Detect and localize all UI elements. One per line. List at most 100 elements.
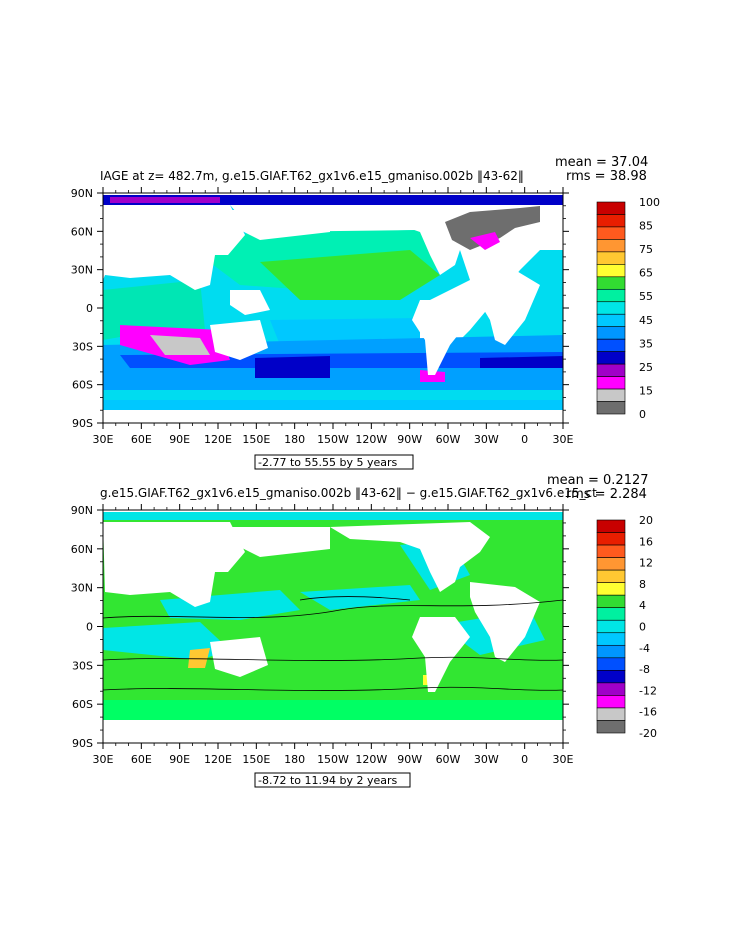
y-tick-label: 60S [72, 379, 93, 392]
colorbar-label: 75 [639, 243, 653, 256]
colorbar-swatch [596, 695, 626, 709]
y-tick-label: 60S [72, 698, 93, 711]
colorbar-swatch [596, 239, 626, 253]
x-tick-label: 90W [397, 433, 422, 446]
x-tick-label: 150W [317, 433, 349, 446]
x-tick-label: 60E [131, 753, 152, 766]
panel-age-range: -2.77 to 55.55 by 5 years [258, 456, 398, 469]
colorbar-swatch [596, 288, 626, 303]
colorbar-swatch [596, 301, 626, 315]
y-tick-label: 0 [86, 621, 93, 634]
age-map-axes: 30E 60E 90E 120E 150E 180 150W 120W 90W 60W 30W 0 30… [71, 187, 574, 446]
x-tick-label: 60W [436, 433, 461, 446]
x-tick-label: 60W [436, 753, 461, 766]
colorbar-label: 55 [639, 290, 653, 303]
colorbar-swatch [596, 720, 626, 734]
colorbar-label: 85 [639, 220, 653, 233]
colorbar-label: -8 [639, 663, 650, 676]
colorbar-swatch [596, 338, 626, 352]
x-tick-label: 150W [317, 753, 349, 766]
colorbar-label: 65 [639, 267, 653, 280]
x-tick-label: 150E [242, 753, 270, 766]
panel-diff: g.e15.GIAF.T62_gx1v6.e15_gmaniso.002b ‖4… [71, 473, 657, 788]
y-tick-label: 30N [71, 582, 93, 595]
colorbar-swatch [596, 363, 626, 377]
x-tick-label: 30E [553, 433, 574, 446]
panel-diff-range-box [254, 772, 411, 788]
colorbar-swatch [596, 376, 626, 390]
x-tick-label: 90E [169, 753, 190, 766]
panel-age-range-box [254, 454, 414, 470]
colorbar-swatch [596, 594, 626, 609]
colorbar-swatch [596, 251, 626, 265]
colorbar-label: 16 [639, 535, 653, 548]
x-tick-label: 90E [169, 433, 190, 446]
panel-age-mean: mean = 37.04 [555, 155, 648, 170]
colorbar-swatch [596, 313, 626, 328]
colorbar-label: 12 [639, 557, 653, 570]
colorbar-label: 45 [639, 314, 653, 327]
age-colorbar: 100 85 75 65 55 45 35 25 15 0 [596, 196, 660, 421]
y-tick-label: 0 [86, 302, 93, 315]
colorbar-label: 100 [639, 196, 660, 209]
colorbar-swatch [596, 607, 626, 621]
y-tick-label: 60N [71, 543, 93, 556]
colorbar-label: 0 [639, 621, 646, 634]
panel-diff-range: -8.72 to 11.94 by 2 years [258, 774, 398, 787]
x-tick-label: 0 [521, 753, 528, 766]
x-tick-label: 30E [93, 433, 114, 446]
colorbar-label: -20 [639, 727, 657, 740]
colorbar-swatch [596, 532, 626, 546]
colorbar-swatch [596, 214, 626, 228]
colorbar-label: -16 [639, 706, 657, 719]
colorbar-swatch [596, 401, 626, 415]
y-tick-label: 90S [72, 737, 93, 750]
x-tick-label: 90W [397, 753, 422, 766]
colorbar-swatch [596, 707, 626, 721]
panel-diff-title: g.e15.GIAF.T62_gx1v6.e15_gmaniso.002b ‖4… [100, 486, 597, 500]
x-tick-label: 30W [474, 433, 499, 446]
y-tick-label: 30N [71, 264, 93, 277]
colorbar-label: 15 [639, 384, 653, 397]
colorbar-swatch [596, 519, 626, 533]
colorbar-swatch [596, 644, 626, 659]
colorbar-label: -4 [639, 642, 650, 655]
panel-age: IAGE at z= 482.7m, g.e15.GIAF.T62_gx1v6.… [71, 155, 660, 470]
colorbar-swatch [596, 201, 626, 215]
age-map [103, 193, 563, 423]
colorbar-swatch [596, 264, 626, 278]
y-tick-label: 90N [71, 504, 93, 517]
colorbar-swatch [596, 682, 626, 696]
colorbar-label: 25 [639, 361, 653, 374]
x-tick-label: 0 [521, 433, 528, 446]
colorbar-label: 0 [639, 408, 646, 421]
colorbar-swatch [596, 569, 626, 583]
y-tick-label: 90N [71, 187, 93, 200]
diff-map [103, 510, 563, 743]
colorbar-swatch [596, 619, 626, 634]
x-tick-label: 60E [131, 433, 152, 446]
x-tick-label: 30W [474, 753, 499, 766]
colorbar-swatch [596, 544, 626, 558]
panel-age-title: IAGE at z= 482.7m, g.e15.GIAF.T62_gx1v6.… [100, 169, 524, 183]
colorbar-swatch [596, 582, 626, 596]
y-tick-label: 30S [72, 659, 93, 672]
colorbar-swatch [596, 276, 626, 290]
colorbar-swatch [596, 632, 626, 646]
x-tick-label: 180 [284, 433, 305, 446]
colorbar-label: -12 [639, 684, 657, 697]
colorbar-swatch [596, 388, 626, 402]
y-tick-label: 30S [72, 340, 93, 353]
colorbar-swatch [596, 657, 626, 671]
colorbar-label: 8 [639, 578, 646, 591]
colorbar-swatch [596, 351, 626, 365]
diff-map-axes: 30E 60E 90E 120E 150E 180 150W 120W 90W 60W 30W 0 30… [71, 504, 574, 766]
y-tick-label: 60N [71, 225, 93, 238]
y-tick-label: 90S [72, 417, 93, 430]
x-tick-label: 30E [553, 753, 574, 766]
x-tick-label: 150E [242, 433, 270, 446]
panel-diff-rms: rms = 2.284 [566, 487, 647, 502]
panel-age-rms: rms = 38.98 [566, 169, 647, 184]
colorbar-swatch [596, 326, 626, 340]
